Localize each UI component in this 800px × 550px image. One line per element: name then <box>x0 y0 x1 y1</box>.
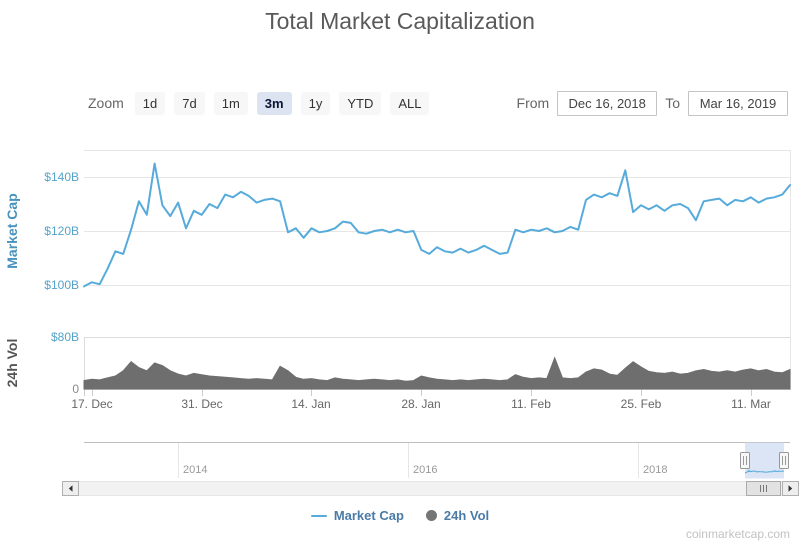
from-label: From <box>516 95 550 111</box>
market-cap-axis-title: Market Cap <box>4 193 20 268</box>
zoom-range-selector: Zoom 1d 7d 1m 3m 1y YTD ALL <box>88 91 430 115</box>
to-date-input[interactable] <box>688 90 788 116</box>
volume-axis-title: 24h Vol <box>4 339 20 388</box>
volume-area-series <box>83 356 791 390</box>
navigator-year-label-2014: 2014 <box>183 464 207 476</box>
navigator-year-label-2016: 2016 <box>413 464 437 476</box>
y-tick-label-140b: $140B <box>44 170 79 184</box>
navigator-selected-range[interactable] <box>745 442 784 479</box>
zoom-button-1y[interactable]: 1y <box>300 91 331 115</box>
y-tick-label-120b: $120B <box>44 224 79 238</box>
y-tick-label-100b: $100B <box>44 278 79 292</box>
watermark: coinmarketcap.com <box>686 527 790 541</box>
scrollbar-right-arrow-icon <box>788 485 793 492</box>
main-pane-gridlines <box>84 150 791 390</box>
chart-toolbar: Zoom 1d 7d 1m 3m 1y YTD ALL From To <box>88 90 788 116</box>
scrollbar-track[interactable] <box>78 481 783 496</box>
zoom-button-7d[interactable]: 7d <box>174 91 205 115</box>
legend-label-24h-vol: 24h Vol <box>443 508 490 523</box>
scrollbar-left-arrow-icon <box>68 485 73 492</box>
x-tick-label-25-feb: 25. Feb <box>621 397 662 411</box>
zoom-button-1m[interactable]: 1m <box>213 91 248 115</box>
x-axis-labels: 17. Dec 31. Dec 14. Jan 28. Jan 11. Feb … <box>71 397 771 411</box>
scrollbar <box>62 481 799 496</box>
legend-item-market-cap[interactable]: Market Cap <box>310 508 404 523</box>
chart-title: Total Market Capitalization <box>265 8 535 34</box>
y-tick-label-0: 0 <box>72 382 79 396</box>
date-range-inputs: From To <box>516 90 788 116</box>
legend-item-24h-vol[interactable]: 24h Vol <box>425 508 490 523</box>
zoom-label: Zoom <box>88 95 124 111</box>
navigator: 2014 2016 2018 <box>84 442 790 479</box>
chart-legend: Market Cap 24h Vol <box>0 508 800 523</box>
from-date-input[interactable] <box>557 90 658 116</box>
x-tick-label-11-mar: 11. Mar <box>731 397 771 411</box>
y-tick-label-80b: $80B <box>51 330 79 344</box>
x-tick-label-31-dec: 31. Dec <box>181 397 222 411</box>
zoom-button-1d[interactable]: 1d <box>134 91 166 115</box>
zoom-button-3m[interactable]: 3m <box>256 91 292 115</box>
zoom-button-all[interactable]: ALL <box>390 91 430 115</box>
navigator-year-label-2018: 2018 <box>643 464 667 476</box>
scrollbar-thumb-grip-icon <box>760 485 767 492</box>
x-tick-label-14-jan: 14. Jan <box>291 397 330 411</box>
x-axis-ticks <box>84 389 752 396</box>
volume-circle-marker-icon <box>425 510 437 521</box>
x-tick-label-17-dec: 17. Dec <box>71 397 112 411</box>
market-cap-line-series <box>83 162 791 288</box>
x-tick-label-28-jan: 28. Jan <box>401 397 440 411</box>
to-label: To <box>665 95 680 111</box>
navigator-handle-right[interactable] <box>779 452 789 469</box>
market-cap-line-marker-icon <box>310 514 327 517</box>
navigator-series-preview <box>745 469 785 474</box>
zoom-button-ytd[interactable]: YTD <box>339 91 382 115</box>
x-tick-label-11-feb: 11. Feb <box>511 397 551 411</box>
navigator-handle-left[interactable] <box>740 452 750 469</box>
legend-label-market-cap: Market Cap <box>333 508 404 523</box>
